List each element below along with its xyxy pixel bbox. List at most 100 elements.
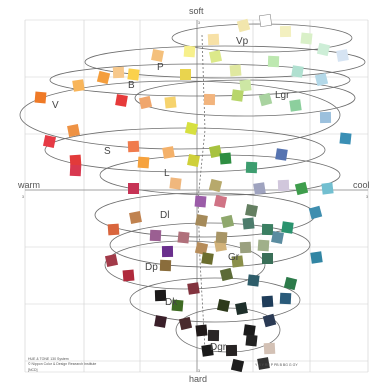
color-swatch: [208, 49, 223, 64]
zone-label-vp: Vp: [236, 36, 249, 47]
color-swatch: [263, 342, 276, 355]
color-swatch: [115, 94, 128, 107]
loop-b: [49, 63, 351, 97]
color-swatch: [231, 89, 244, 102]
color-swatch: [207, 329, 220, 342]
color-swatch: [239, 79, 252, 92]
axis-value-top: 3: [198, 21, 200, 25]
color-swatch: [128, 183, 139, 194]
zone-label-p: P: [157, 62, 164, 73]
color-swatch: [107, 223, 120, 236]
color-swatch: [127, 68, 140, 81]
color-swatch: [257, 357, 270, 370]
zone-label-gr: Gr: [228, 252, 240, 263]
color-swatch: [271, 231, 284, 244]
color-swatch: [291, 65, 304, 78]
axis-label-soft: soft: [189, 6, 204, 16]
zone-label-dk: Dk: [165, 297, 178, 308]
color-swatch: [253, 182, 266, 195]
color-swatch: [162, 146, 175, 159]
color-swatch: [281, 221, 294, 234]
loop-s: [44, 127, 326, 173]
color-swatch: [225, 344, 238, 357]
color-swatch: [262, 313, 277, 328]
color-swatch: [208, 144, 223, 159]
footer-left-tag: [NCD]: [28, 368, 38, 372]
color-swatch: [187, 154, 200, 167]
color-swatch: [96, 70, 111, 85]
zone-label-dp: Dp: [145, 262, 158, 273]
color-swatch: [67, 124, 80, 137]
color-swatch: [257, 239, 270, 252]
color-swatch: [169, 177, 182, 190]
zone-label-l: L: [164, 168, 170, 179]
color-swatch: [138, 95, 153, 110]
zone-label-v: V: [52, 100, 59, 111]
color-swatch: [261, 223, 274, 236]
color-swatch: [219, 267, 234, 282]
color-swatch: [321, 182, 334, 195]
color-swatch: [177, 231, 190, 244]
color-swatch: [194, 195, 207, 208]
footer-left-line2: © Nippon Color & Design Research Institu…: [28, 362, 96, 366]
color-swatch: [183, 45, 196, 58]
color-swatch: [310, 251, 323, 264]
color-swatch: [201, 344, 214, 357]
color-swatch: [154, 315, 167, 328]
color-swatch: [300, 32, 313, 45]
zone-label-s: S: [104, 146, 111, 157]
color-swatch: [129, 211, 142, 224]
color-swatch: [229, 64, 242, 77]
color-swatch: [245, 204, 258, 217]
color-swatch: [275, 148, 288, 161]
color-swatch: [42, 134, 57, 149]
color-swatch: [262, 253, 273, 264]
color-swatch: [195, 214, 208, 227]
footer-right-text: Y R Y RP P PB B BG G GY: [255, 363, 298, 367]
loop-v: [19, 80, 341, 150]
axis-value-left: 3: [22, 195, 24, 199]
color-swatch: [161, 245, 174, 258]
color-swatch: [247, 274, 260, 287]
color-swatch: [235, 302, 248, 315]
color-swatch: [69, 164, 82, 177]
color-swatch: [319, 111, 332, 124]
zone-label-lgr: Lgr: [275, 90, 290, 101]
color-swatch: [213, 194, 228, 209]
color-swatch: [245, 161, 258, 174]
color-swatch: [215, 231, 228, 244]
loop-gr: [109, 222, 311, 268]
color-swatch: [230, 358, 245, 373]
color-swatch: [159, 259, 172, 272]
color-swatch: [104, 253, 119, 268]
color-swatch: [164, 96, 177, 109]
color-swatch: [243, 324, 256, 337]
color-swatch: [194, 241, 209, 256]
axis-label-warm: warm: [17, 180, 40, 190]
color-swatch: [184, 121, 199, 136]
color-swatch: [261, 295, 274, 308]
color-swatch: [216, 298, 231, 313]
color-swatch: [208, 178, 223, 193]
zone-label-dgr: Dgr: [210, 342, 227, 353]
color-swatch: [137, 156, 150, 169]
color-swatch: [316, 42, 331, 57]
center-spine: [197, 34, 206, 351]
zone-label-b: B: [128, 80, 135, 91]
color-swatch: [339, 132, 352, 145]
axis-value-right: 3: [366, 195, 368, 199]
color-swatch: [231, 255, 244, 268]
color-swatch: [258, 13, 273, 28]
color-swatch: [277, 179, 290, 192]
color-swatch: [336, 49, 349, 62]
color-swatch: [127, 140, 140, 153]
color-swatch: [236, 18, 251, 33]
color-swatch: [242, 217, 255, 230]
color-swatch: [122, 269, 135, 282]
color-swatch: [154, 289, 167, 302]
color-swatch: [201, 252, 214, 265]
color-swatch: [34, 91, 47, 104]
color-swatch: [72, 79, 85, 92]
color-swatch: [171, 299, 184, 312]
